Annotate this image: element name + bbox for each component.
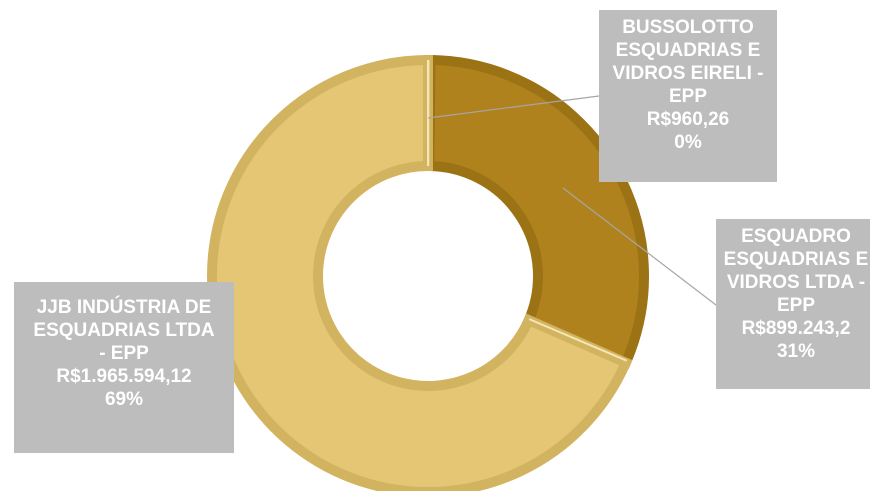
donut-slice-jjb — [207, 54, 633, 491]
label-value: R$960,26 — [646, 109, 730, 130]
slice-separator — [528, 318, 628, 362]
label-name-line: ESQUADRIAS LTDA — [33, 320, 215, 341]
label-name-line: VIDROS EIRELI - — [612, 63, 764, 84]
label-name-line: EPP — [668, 86, 708, 107]
label-name-line: JJB INDÚSTRIA DE — [36, 297, 212, 318]
label-name-line: EPP — [776, 295, 816, 316]
data-label-esquadro: ESQUADRO ESQUADRIAS E VIDROS LTDA - EPP … — [716, 219, 870, 389]
data-label-bussolotto: BUSSOLOTTO ESQUADRIAS E VIDROS EIRELI - … — [599, 10, 777, 182]
label-percent: 31% — [776, 341, 816, 362]
label-name-line: ESQUADRIAS E — [723, 249, 869, 270]
data-label-jjb: JJB INDÚSTRIA DE ESQUADRIAS LTDA - EPP R… — [14, 282, 234, 453]
label-name-line: - EPP — [99, 343, 149, 364]
label-value: R$899.243,2 — [741, 318, 851, 339]
label-name-line: ESQUADRIAS E — [615, 40, 761, 61]
label-value: R$1.965.594,12 — [56, 366, 192, 387]
label-name-line: ESQUADRO — [741, 226, 851, 247]
leader-line-esquadro — [562, 187, 717, 306]
label-percent: 69% — [104, 389, 144, 410]
leader-line-bussolotto — [427, 95, 600, 119]
label-name-line: BUSSOLOTTO — [622, 17, 754, 38]
label-name-line: VIDROS LTDA - — [726, 272, 866, 293]
donut-slice-esquadro — [424, 54, 649, 370]
label-percent: 0% — [674, 132, 702, 153]
